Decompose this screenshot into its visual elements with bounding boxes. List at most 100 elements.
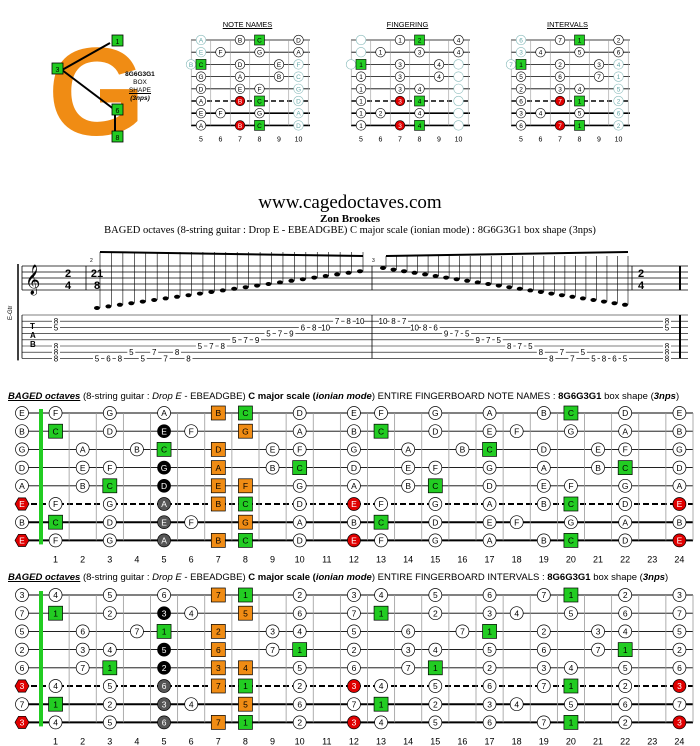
mini-note: 1 [574,120,585,131]
fret-note: B [75,478,90,493]
fret-note: E [157,424,171,439]
fret-number: 21 [593,554,603,564]
svg-text:2: 2 [379,111,383,118]
svg-text:4: 4 [418,123,422,130]
tab-fret: 7 [570,354,575,363]
svg-text:1: 1 [519,62,523,69]
mini-note: C [254,120,265,131]
svg-text:1: 1 [379,50,383,57]
fret-note: G [618,478,633,493]
svg-text:F: F [378,536,383,546]
svg-text:D: D [296,38,301,45]
svg-text:A: A [296,50,301,57]
mini-note: F [215,47,226,58]
svg-text:8: 8 [94,280,100,292]
fret-note: 2 [428,606,443,621]
svg-text:D: D [622,408,628,418]
svg-text:2: 2 [20,645,25,655]
fret-note: G [428,497,443,511]
svg-text:5: 5 [243,699,248,709]
fret-note: 7 [591,642,605,657]
svg-text:4: 4 [189,608,194,618]
fret-note: 1 [102,660,118,676]
fret-note: E [14,497,30,511]
svg-text:G: G [676,445,683,455]
svg-text:A: A [30,331,36,340]
fret-note: 7 [210,715,226,730]
fret-note: G [428,533,443,548]
svg-text:D: D [297,408,303,418]
svg-text:3: 3 [20,590,25,600]
note-head [231,286,238,291]
caption-intervals: BAGED octaves (8-string guitar : Drop E … [8,572,669,583]
svg-text:4: 4 [53,681,58,691]
svg-text:3: 3 [20,681,25,691]
fret-note: A [157,533,171,548]
fret-note: 5 [428,715,443,730]
fret-note: C [238,496,253,512]
svg-text:4: 4 [437,74,441,81]
svg-text:A: A [487,499,493,509]
svg-text:E: E [487,426,493,436]
mini-note: A [195,34,207,46]
tab-fret: 6 [433,323,438,332]
svg-text:E: E [19,536,25,546]
svg-text:7: 7 [216,590,221,600]
tab-fret: 8 [391,317,396,326]
fret-note: 5 [564,606,578,621]
mini-fret-number: 9 [277,136,281,143]
mini-note: G [195,71,207,82]
svg-text:6: 6 [519,38,523,45]
mini-note: C [254,34,265,46]
fret-note: F [374,406,388,420]
tab-fret: 8 [507,342,512,351]
instrument-label: E-Gtr [8,306,14,320]
svg-text:5: 5 [107,681,112,691]
svg-text:E: E [677,536,683,546]
fret-note: 3 [157,606,171,621]
fret-number: 3 [107,736,112,746]
fret-number: 17 [485,736,495,746]
svg-text:D: D [107,426,113,436]
svg-text:E: E [277,62,282,69]
svg-text:7: 7 [558,99,562,106]
nut-marker [39,409,43,545]
svg-text:3: 3 [398,62,402,69]
fret-note: D [15,460,29,475]
mini-note [355,47,367,58]
mini-note: B [185,59,197,70]
fret-note: C [563,496,579,512]
tab-fret: 8 [602,354,607,363]
svg-text:7: 7 [597,74,601,81]
svg-text:2: 2 [519,86,523,93]
svg-text:1: 1 [623,645,628,655]
fret-number: 5 [162,736,167,746]
fret-note: 2 [210,624,226,639]
mini-note: G [254,108,265,119]
svg-text:G: G [19,445,26,455]
mini-fret-number: 6 [379,136,383,143]
fretboard-intervals: 3 4 5 6 7 1 2 3 4 5 6 7 1 2 37 1 2 3 4 5 6 7 1 2 3 4 5 6 75 6 7 1 2 3 4 5 6 7… [14,587,694,746]
svg-text:4: 4 [457,38,461,45]
fret-number: 4 [134,736,139,746]
note-head [116,302,123,307]
fret-note: 1 [292,642,308,657]
fret-note: E [536,478,551,493]
svg-text:6: 6 [677,663,682,673]
mini-note: 4 [414,83,425,94]
mini-note [453,120,464,131]
svg-text:4: 4 [617,62,621,69]
fret-note: 7 [210,587,226,603]
svg-text:6: 6 [617,111,621,118]
svg-text:C: C [257,38,262,45]
svg-text:E: E [199,50,204,57]
svg-text:4: 4 [418,86,422,93]
mini-note: 2 [613,95,624,107]
fret-note: F [509,515,524,530]
fret-note: 2 [157,660,171,675]
fret-note: A [672,478,687,493]
svg-text:E: E [80,463,86,473]
svg-text:4: 4 [379,681,384,691]
fret-note: G [157,460,171,475]
fret-note: 3 [210,660,226,676]
